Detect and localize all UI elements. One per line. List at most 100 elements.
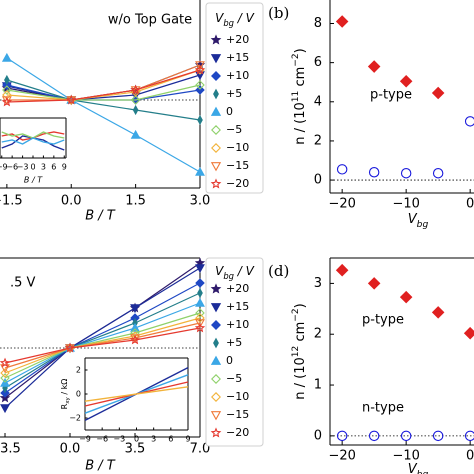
x-tick-label: −1.5 (0, 194, 23, 209)
marker (197, 114, 203, 126)
marker (195, 319, 205, 329)
y-axis-label-part: ) (293, 48, 308, 53)
marker (64, 342, 76, 353)
y-tick-label: 0 (314, 428, 322, 443)
y-tick-label: 3 (314, 276, 322, 291)
x-tick-label: 0 (30, 163, 35, 172)
x-axis-label: B / T (24, 176, 43, 185)
y-tick-label: 8 (314, 16, 322, 31)
series-line (6, 57, 201, 173)
marker (431, 306, 445, 319)
legend-label: 0 (226, 105, 233, 118)
legend-title-part: V (215, 264, 224, 278)
y-axis-label-part: cm (293, 322, 308, 346)
x-axis-label-part: bg (417, 470, 429, 474)
marker (195, 297, 205, 307)
marker (335, 15, 349, 28)
y-axis-label-part: xy (65, 396, 71, 403)
marker (1, 52, 12, 62)
series-line (1, 137, 65, 145)
legend-label: +15 (226, 300, 249, 313)
series-line (6, 69, 201, 101)
x-axis-label-part: V (408, 462, 418, 474)
y-tick-label: 0 (76, 390, 81, 399)
marker (464, 116, 474, 127)
marker (195, 264, 205, 274)
y-tick-label: 2 (314, 133, 322, 148)
x-tick-label: −6 (96, 435, 108, 444)
marker (367, 277, 381, 290)
marker (367, 60, 381, 73)
x-tick-label: 0.0 (60, 442, 81, 457)
marker (2, 85, 12, 95)
legend-label: −5 (226, 123, 242, 136)
legend-marker (213, 337, 219, 349)
x-tick-label: 9 (62, 163, 67, 172)
marker (66, 94, 77, 105)
marker (129, 334, 141, 345)
y-axis-label-part: −2 (291, 53, 301, 66)
legend-label: −10 (226, 141, 249, 154)
legend-label: −20 (226, 177, 249, 190)
annotation: .5 V (10, 276, 36, 291)
legend-label: +10 (226, 318, 249, 331)
marker (0, 357, 11, 368)
marker (130, 95, 141, 105)
y-tick-label: 4 (314, 94, 322, 109)
legend-label: +15 (226, 51, 249, 64)
legend-marker (213, 88, 219, 100)
marker (432, 168, 444, 179)
legend-marker (210, 411, 222, 421)
marker (4, 74, 10, 86)
series-line (4, 317, 201, 374)
marker (432, 430, 444, 442)
y-axis-label: n / (1012 cm−2) (291, 303, 308, 400)
x-tick-label: −3 (17, 163, 29, 172)
legend-box (205, 2, 264, 194)
annotation: p-type (370, 88, 412, 103)
legend-label: −15 (226, 159, 249, 172)
marker (0, 368, 10, 378)
annotation: n-type (362, 401, 404, 416)
x-tick-label: 1.5 (125, 194, 146, 209)
marker (336, 430, 348, 442)
marker (463, 326, 474, 340)
legend-marker (210, 283, 222, 294)
y-tick-label: 2 (314, 327, 322, 342)
marker (368, 430, 380, 442)
legend-box (205, 257, 264, 447)
annotation: p-type (362, 313, 404, 328)
annotation: w/o Top Gate (108, 13, 192, 28)
legend-marker (211, 374, 221, 384)
marker (400, 430, 412, 442)
x-tick-label: −3.5 (0, 442, 21, 457)
x-tick-label: 6 (168, 435, 173, 444)
x-axis-label: Vbg (408, 212, 429, 230)
marker (130, 84, 141, 95)
series-line (4, 282, 201, 394)
marker (130, 129, 141, 139)
x-tick-label: −6 (6, 163, 18, 172)
legend-title-part: bg (223, 271, 234, 281)
x-axis-label: Vbg (408, 462, 429, 474)
legend-marker (211, 125, 221, 135)
series-line (4, 302, 201, 384)
y-axis-label-part: 12 (291, 346, 301, 358)
legend-label: −15 (226, 408, 249, 421)
x-tick-label: 0 (134, 435, 139, 444)
x-tick-label: −20 (328, 197, 355, 212)
x-axis-label: B / T (85, 209, 116, 224)
marker (195, 308, 205, 318)
x-tick-label: −10 (392, 449, 419, 464)
marker (0, 404, 10, 414)
legend-marker (210, 427, 222, 438)
legend-label: +10 (226, 69, 249, 82)
x-tick-label: 6 (51, 163, 56, 172)
x-tick-label: −20 (328, 449, 355, 464)
legend-marker (210, 54, 222, 64)
marker (431, 86, 445, 100)
y-axis-label: n / (1011 cm−2) (291, 48, 308, 145)
y-axis-label-part: n / (10 (293, 102, 308, 145)
